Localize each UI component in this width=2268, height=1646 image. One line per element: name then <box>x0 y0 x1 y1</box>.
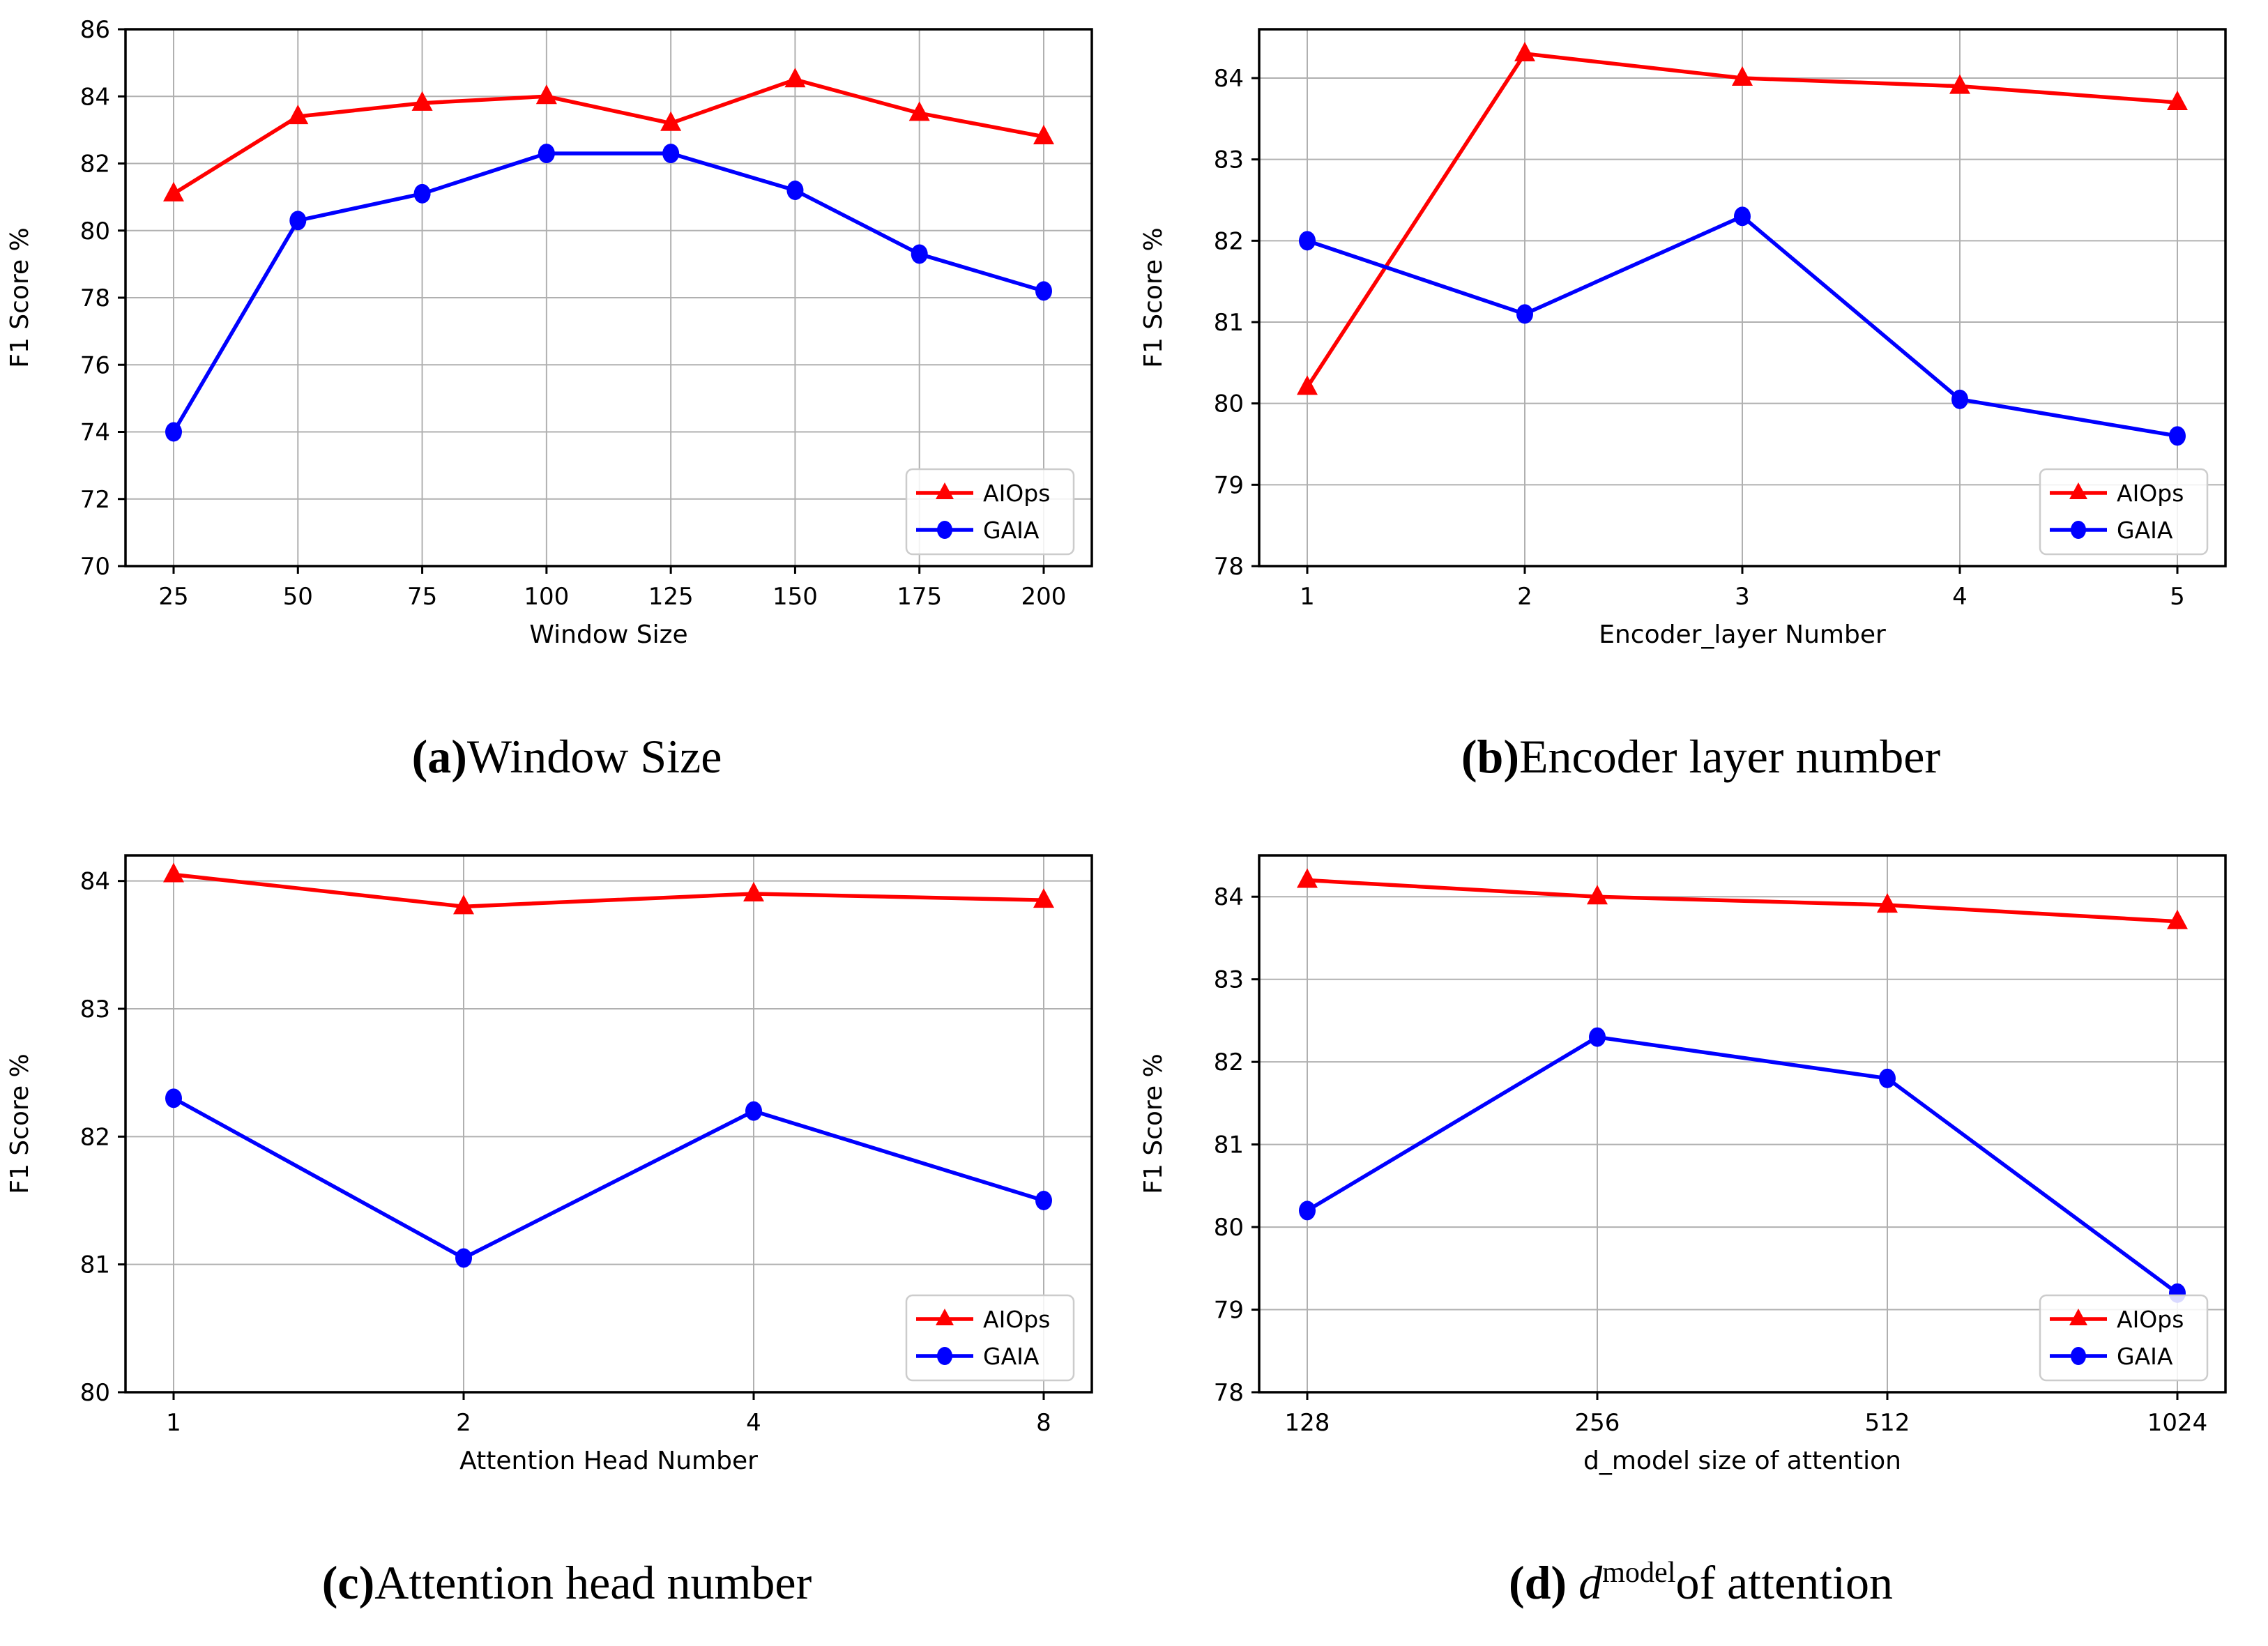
svg-text:256: 256 <box>1575 1409 1620 1437</box>
chart-a-container: 70 72 74 76 78 80 82 84 86 25 50 75 100 125 150 175 200 W… <box>0 0 1134 718</box>
svg-text:82: 82 <box>80 1123 110 1151</box>
svg-text:GAIA: GAIA <box>2117 517 2173 544</box>
svg-text:Attention Head Number: Attention Head Number <box>459 1447 758 1475</box>
svg-text:GAIA: GAIA <box>983 1343 1040 1370</box>
svg-text:70: 70 <box>80 553 110 581</box>
svg-text:81: 81 <box>1214 1131 1244 1159</box>
caption-d: (d) d model of attention <box>1134 1544 2268 1646</box>
caption-c-text: Attention head number <box>374 1556 812 1609</box>
caption-a-label: (a) <box>411 730 467 783</box>
svg-text:82: 82 <box>1214 227 1244 255</box>
caption-c: (c) Attention head number <box>0 1544 1134 1646</box>
chart-b-container: 78 79 80 81 82 83 84 1 2 3 4 5 Encoder_layer Number F… <box>1134 0 2268 718</box>
svg-text:Window Size: Window Size <box>529 620 687 649</box>
chart-a-window-size: 70 72 74 76 78 80 82 84 86 25 50 75 100 125 150 175 200 W… <box>0 0 1134 718</box>
svg-text:25: 25 <box>158 583 188 611</box>
svg-text:79: 79 <box>1214 471 1244 499</box>
svg-text:84: 84 <box>80 868 110 896</box>
svg-text:79: 79 <box>1214 1297 1244 1325</box>
caption-b-text: Encoder layer number <box>1519 730 1941 783</box>
svg-text:81: 81 <box>80 1251 110 1279</box>
chart-c-attention-head-number: 80 81 82 83 84 1 2 4 8 Attention Head Number F1 Sc… <box>0 826 1134 1544</box>
chart-d-dmodel-of-attention: 78 79 80 81 82 83 84 128 256 512 1024 d_model size … <box>1134 826 2267 1544</box>
caption-b-label: (b) <box>1461 730 1519 783</box>
svg-text:80: 80 <box>1214 1214 1244 1242</box>
svg-text:84: 84 <box>1214 65 1244 93</box>
svg-text:50: 50 <box>283 583 313 611</box>
chart-c-container: 80 81 82 83 84 1 2 4 8 Attention Head Number F1 Sc… <box>0 826 1134 1544</box>
svg-text:1024: 1024 <box>2147 1409 2208 1437</box>
caption-d-text <box>1567 1557 1578 1609</box>
caption-d-rest: of attention <box>1675 1556 1894 1609</box>
svg-text:5: 5 <box>2170 583 2185 611</box>
svg-text:Encoder_layer Number: Encoder_layer Number <box>1599 620 1886 649</box>
svg-text:3: 3 <box>1735 583 1750 611</box>
svg-text:72: 72 <box>80 486 110 514</box>
svg-text:75: 75 <box>407 583 437 611</box>
svg-text:86: 86 <box>80 16 110 44</box>
svg-text:80: 80 <box>80 218 110 245</box>
svg-text:1: 1 <box>166 1409 181 1437</box>
svg-text:GAIA: GAIA <box>983 517 1040 544</box>
svg-text:81: 81 <box>1214 309 1244 337</box>
svg-text:80: 80 <box>80 1379 110 1407</box>
svg-text:128: 128 <box>1285 1409 1330 1437</box>
caption-c-label: (c) <box>321 1556 375 1609</box>
svg-text:2: 2 <box>456 1409 471 1437</box>
svg-text:1: 1 <box>1300 583 1315 611</box>
chart-b-encoder-layer-number: 78 79 80 81 82 83 84 1 2 3 4 5 Encoder_layer Number F… <box>1134 0 2267 718</box>
svg-text:125: 125 <box>648 583 694 611</box>
svg-text:F1 Score %: F1 Score % <box>6 1053 34 1194</box>
svg-text:512: 512 <box>1865 1409 1910 1437</box>
svg-text:100: 100 <box>524 583 569 611</box>
chart-d-container: 78 79 80 81 82 83 84 128 256 512 1024 d_model size … <box>1134 826 2268 1544</box>
svg-text:AIOps: AIOps <box>983 480 1050 507</box>
svg-text:200: 200 <box>1021 583 1067 611</box>
caption-a: (a) Window Size <box>0 718 1134 826</box>
caption-a-text: Window Size <box>466 730 722 783</box>
svg-text:AIOps: AIOps <box>983 1306 1050 1333</box>
svg-text:F1 Score %: F1 Score % <box>6 227 34 368</box>
svg-text:78: 78 <box>1214 553 1244 581</box>
svg-text:78: 78 <box>1214 1379 1244 1407</box>
svg-text:82: 82 <box>1214 1049 1244 1076</box>
svg-text:84: 84 <box>80 83 110 111</box>
svg-text:76: 76 <box>80 351 110 379</box>
svg-text:4: 4 <box>746 1409 761 1437</box>
svg-text:d_model size of attention: d_model size of attention <box>1583 1447 1901 1475</box>
svg-text:83: 83 <box>1214 966 1244 994</box>
svg-text:78: 78 <box>80 284 110 312</box>
svg-text:8: 8 <box>1036 1409 1051 1437</box>
caption-d-math-var: d <box>1578 1556 1603 1609</box>
svg-text:83: 83 <box>1214 146 1244 174</box>
caption-d-math-sub: model <box>1602 1556 1676 1589</box>
caption-b: (b) Encoder layer number <box>1134 718 2268 826</box>
svg-text:150: 150 <box>773 583 818 611</box>
svg-text:74: 74 <box>80 419 110 447</box>
svg-text:175: 175 <box>897 583 942 611</box>
svg-text:AIOps: AIOps <box>2117 480 2184 507</box>
svg-text:AIOps: AIOps <box>2117 1306 2184 1333</box>
svg-text:F1 Score %: F1 Score % <box>1139 227 1168 368</box>
svg-text:4: 4 <box>1952 583 1968 611</box>
svg-text:2: 2 <box>1517 583 1532 611</box>
svg-text:GAIA: GAIA <box>2117 1343 2173 1370</box>
svg-text:F1 Score %: F1 Score % <box>1139 1053 1168 1194</box>
svg-text:82: 82 <box>80 151 110 178</box>
caption-d-label: (d) <box>1508 1556 1567 1609</box>
svg-text:83: 83 <box>80 996 110 1023</box>
svg-text:84: 84 <box>1214 883 1244 911</box>
svg-text:80: 80 <box>1214 390 1244 418</box>
